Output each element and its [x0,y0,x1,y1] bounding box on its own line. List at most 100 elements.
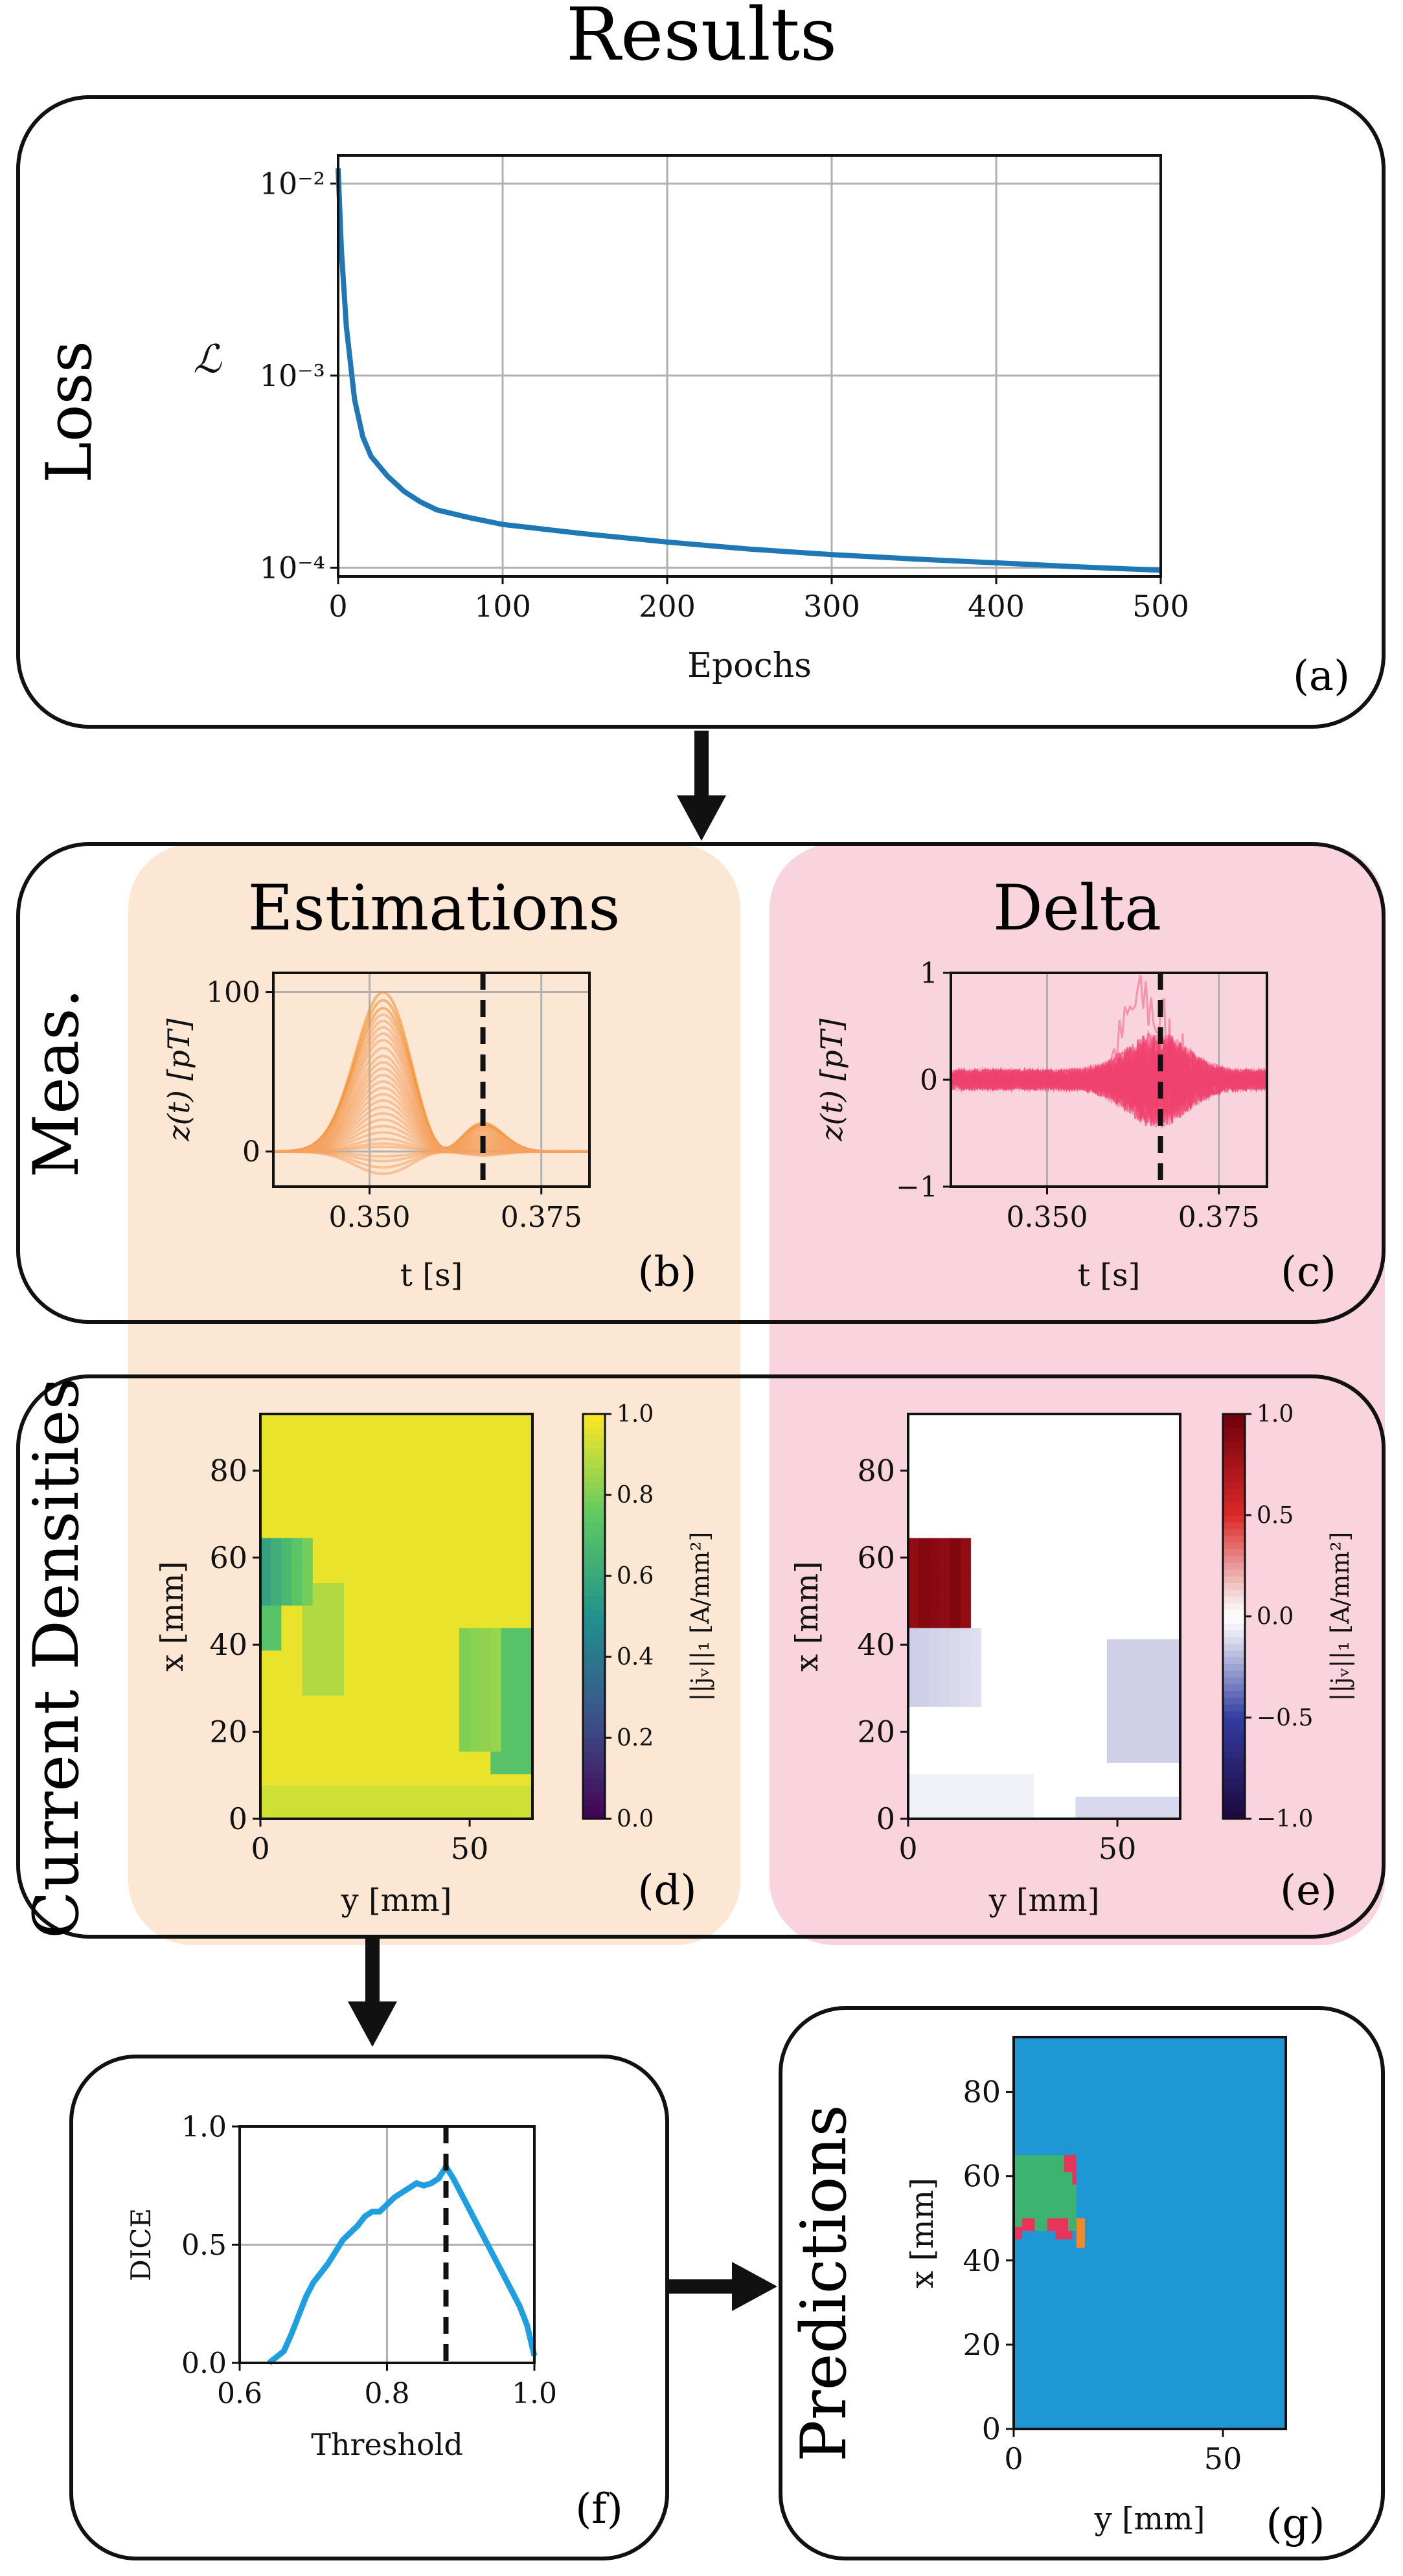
delta-density-cell [1033,1571,1045,1584]
delta-density-cell [929,1773,941,1786]
est-density-cell [334,1448,345,1460]
est-density-cell [354,1515,366,1527]
est-density-cell [417,1481,429,1494]
est-density-cell [501,1616,512,1628]
delta-density-cell [1086,1683,1097,1696]
delta-meas-trace-9 [950,1034,1268,1124]
est-density-cell [375,1560,387,1572]
delta-density-cell [1106,1537,1118,1549]
est-density-cell [459,1425,470,1437]
est-density-cell [271,1537,282,1549]
est-density-cell [365,1526,376,1538]
delta-density-cell [1138,1784,1150,1797]
delta-density-cell [908,1425,919,1437]
est-density-cell [334,1695,345,1707]
delta-density-cell [960,1481,972,1494]
delta-density-cell [970,1593,982,1606]
est-density-cell [271,1605,282,1617]
delta-density-cell [1044,1414,1055,1426]
est-density-cell [448,1650,460,1662]
est-density-cell [291,1683,303,1696]
est-density-ytick-label-4: 80 [209,1453,247,1488]
delta-density-cell [1044,1672,1055,1685]
delta-density-cell [1148,1796,1160,1808]
delta-meas-trace-23 [950,1034,1268,1123]
delta-density-cell [1075,1414,1087,1426]
delta-density-cell [929,1616,941,1628]
delta-density-cell [1096,1796,1108,1808]
delta-density-cell [1002,1616,1014,1628]
delta-density-cell [939,1571,951,1584]
est-density-cell [448,1695,460,1707]
delta-density-cell [1023,1414,1034,1426]
delta-density-cell [1002,1492,1014,1505]
delta-density-cell [908,1683,919,1696]
est-density-cell [448,1448,460,1460]
est-density-cell [490,1503,502,1516]
delta-density-cell [1128,1526,1139,1538]
delta-density-cell [1012,1448,1024,1460]
loss-panel-frame [16,95,1386,729]
est-density-cell [323,1751,334,1763]
delta-density-cell [1138,1751,1150,1763]
est-density-cell [470,1448,481,1460]
delta-density-cell [1117,1740,1128,1752]
est-density-cell [448,1481,460,1494]
est-density-cell [385,1627,397,1639]
delta-density-cell [1012,1796,1024,1808]
delta-density-cell [1169,1492,1181,1505]
est-density-cell [271,1706,282,1718]
est-density-cell [334,1773,345,1786]
delta-meas-trace-5 [950,1035,1268,1128]
est-density-cell [521,1796,533,1808]
delta-density-cell [929,1526,941,1538]
delta-density-cell [1159,1503,1170,1516]
est-density-cell [459,1616,470,1628]
est-density-cell [260,1627,271,1639]
est-density-cell [438,1773,450,1786]
est-density-cell [334,1796,345,1808]
delta-density-cell [1002,1549,1014,1561]
delta-density-cell [1086,1729,1097,1741]
est-density-cell [417,1683,429,1696]
est-density-cell [302,1773,314,1786]
est-density-cell [354,1683,366,1696]
delta-density-colorbar-cell [1223,1738,1245,1746]
est-density-cell [428,1549,439,1561]
arrow-dice-to-predictions [667,2262,777,2311]
est-density-cell [480,1605,491,1617]
delta-density-cell [960,1762,972,1775]
delta-density-cell [908,1796,919,1808]
delta-density-cell [1159,1526,1170,1538]
delta-density-cell [939,1740,951,1752]
delta-density-cell [1002,1796,1014,1808]
delta-density-cell [1002,1448,1014,1460]
est-density-cell [312,1549,324,1561]
est-density-cell [271,1729,282,1741]
delta-density-cell [1117,1616,1128,1628]
est-density-cell [365,1796,376,1808]
delta-density-cell [908,1729,919,1741]
est-density-cell [260,1796,271,1808]
delta-density-cell [1096,1492,1108,1505]
est-density-cell [344,1740,355,1752]
est-density-cell [271,1492,282,1505]
delta-meas-xtick-label-1: 0.375 [1178,1201,1260,1234]
delta-density-cell [1044,1639,1055,1651]
delta-density-cell [929,1706,941,1718]
delta-density-cell [908,1537,919,1549]
est-density-cell [396,1492,407,1505]
est-density-cell [344,1582,355,1595]
est-density-cell [302,1481,314,1494]
est-density-cell [459,1740,470,1752]
delta-density-cell [1128,1762,1139,1775]
delta-density-cell [929,1807,941,1819]
delta-density-cell [1106,1683,1118,1696]
delta-density-cell [1033,1807,1045,1819]
est-density-cell [323,1571,334,1584]
delta-density-cell [960,1537,972,1549]
est-density-cell [521,1784,533,1797]
delta-density-cell [1065,1526,1077,1538]
delta-density-cell [1033,1627,1045,1639]
